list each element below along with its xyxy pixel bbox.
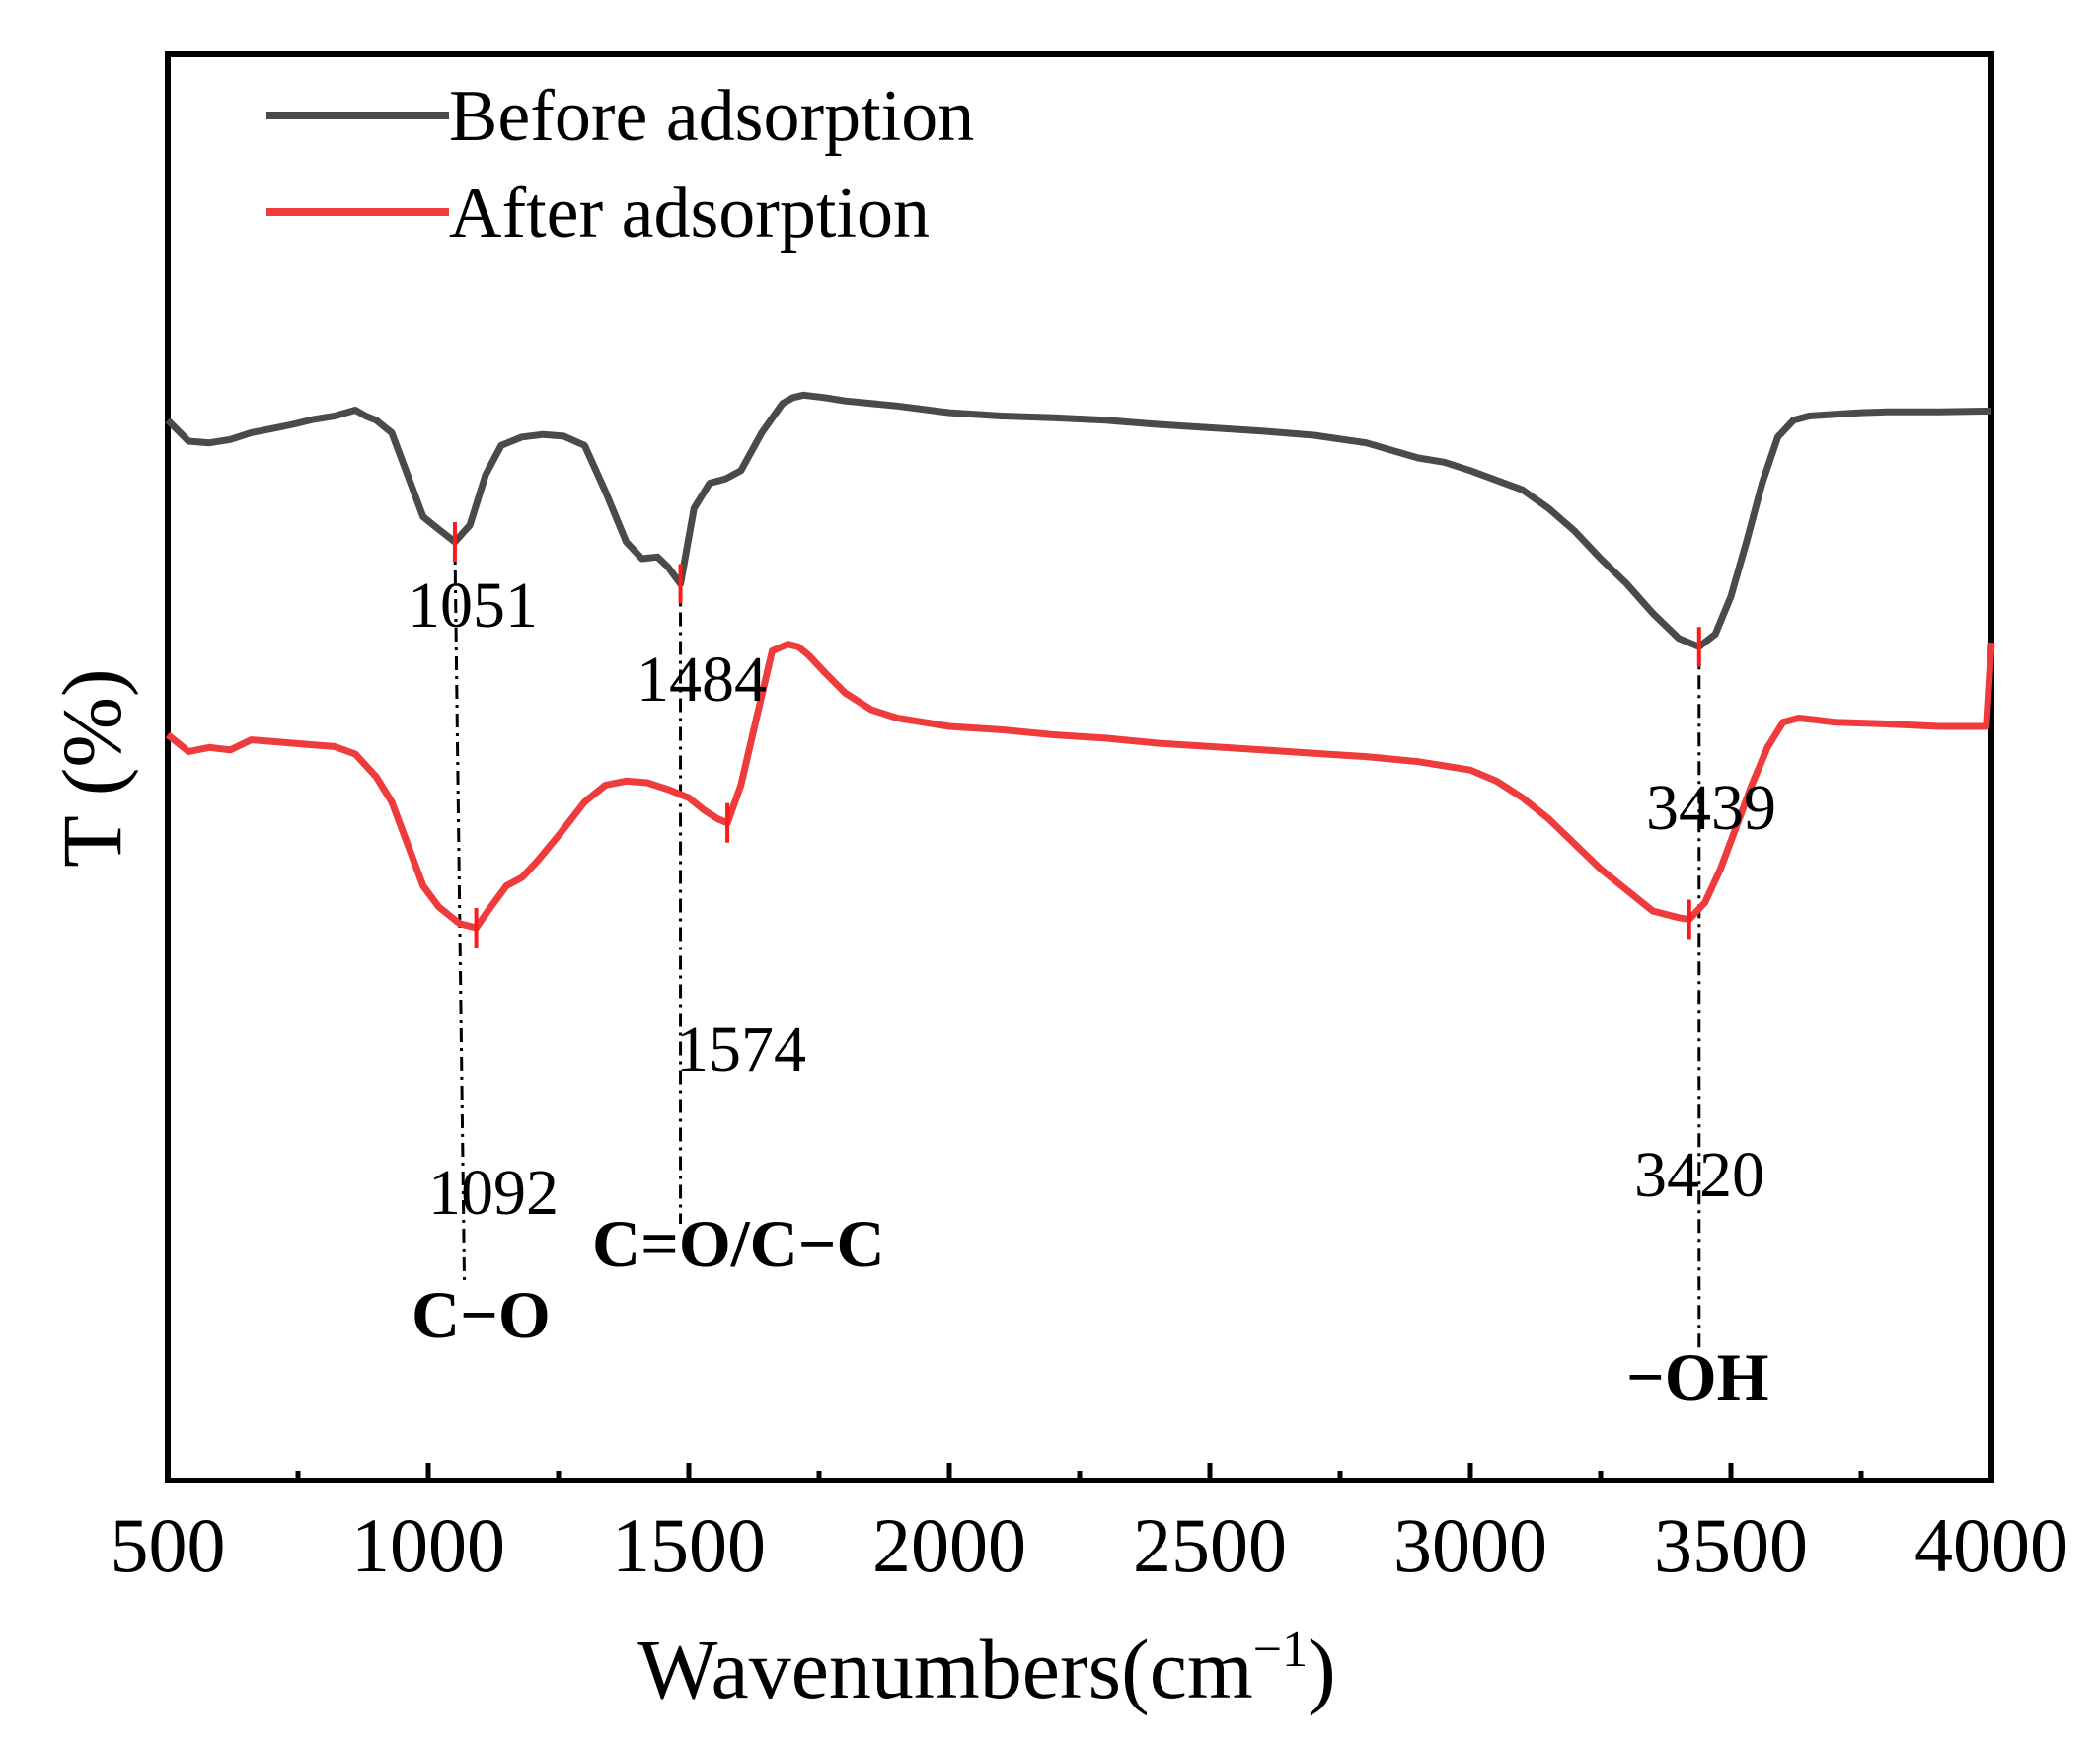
group-labels: C−O C=O/C−C −OH (412, 1206, 1769, 1414)
peak-label-1484: 1484 (637, 644, 767, 716)
x-tick-label-500: 500 (111, 1502, 226, 1588)
peak-label-1092: 1092 (428, 1157, 559, 1229)
y-axis-title: T (%) (44, 668, 139, 867)
group-label-oh: −OH (1626, 1339, 1769, 1414)
x-tick-label-2500: 2500 (1133, 1502, 1287, 1588)
peak-label-1574: 1574 (676, 1014, 806, 1086)
x-tick-label-3500: 3500 (1654, 1502, 1808, 1588)
x-axis-title-close: ) (1308, 1622, 1336, 1716)
plot-frame (165, 51, 1994, 1483)
peak-markers (452, 522, 1701, 948)
peak-labels: 1051 1484 3439 1092 1574 3420 (408, 569, 1776, 1229)
peak-label-1051: 1051 (408, 569, 538, 642)
series-lines (165, 391, 1995, 932)
x-axis-ticks (165, 1463, 1994, 1480)
x-tick-label-4000: 4000 (1914, 1502, 2068, 1588)
series-line-after-adsorption (165, 641, 1995, 932)
x-axis-tick-labels: 500 1000 1500 2000 2500 3000 3500 4000 (111, 1502, 2069, 1588)
x-tick-label-3000: 3000 (1393, 1502, 1547, 1588)
x-axis-title-main: Wavenumbers(cm (638, 1622, 1253, 1716)
peak-label-3439: 3439 (1646, 772, 1776, 844)
x-tick-label-1000: 1000 (351, 1502, 505, 1588)
peak-guide-lines (453, 541, 1701, 1352)
x-axis-title-sup: −1 (1253, 1622, 1308, 1678)
x-tick-label-2000: 2000 (872, 1502, 1026, 1588)
x-axis-title: Wavenumbers(cm−1) (638, 1622, 1335, 1716)
group-label-c-o: C−O (412, 1277, 551, 1352)
x-tick-label-1500: 1500 (612, 1502, 766, 1588)
guide-line-c-o (453, 541, 467, 1284)
legend-label-after: After adsorption (449, 173, 930, 254)
group-label-c-o-c-c: C=O/C−C (592, 1206, 885, 1281)
legend: Before adsorption After adsorption (266, 76, 974, 254)
legend-label-before: Before adsorption (449, 76, 974, 157)
peak-label-3420: 3420 (1634, 1139, 1764, 1211)
